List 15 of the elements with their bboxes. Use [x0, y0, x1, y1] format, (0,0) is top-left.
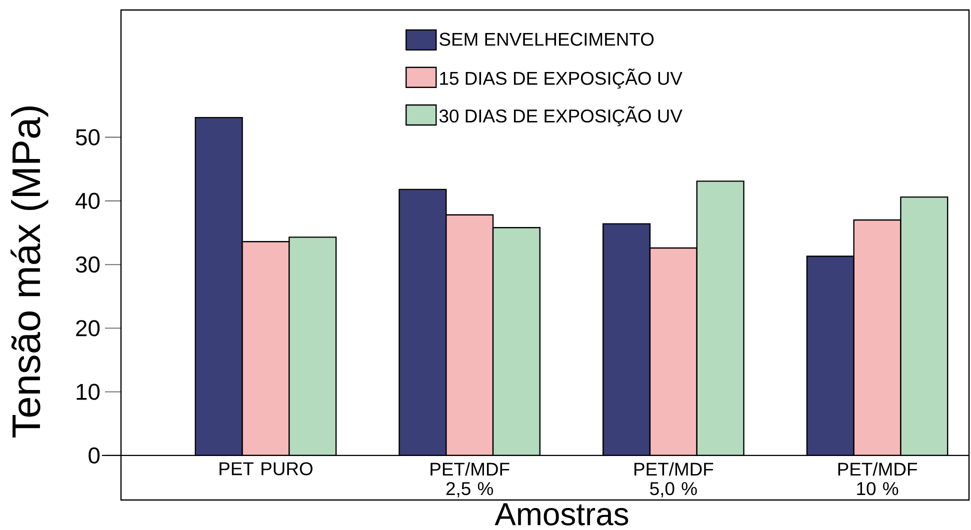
y-tick-label: 40 [76, 192, 100, 210]
y-tick-label: 20 [76, 320, 100, 336]
y-axis-title: Tensão máx (MPa) [10, 106, 48, 438]
x-tick-label: PET/MDF 2,5 % [430, 462, 510, 498]
x-tick-label: PET PURO [220, 462, 312, 476]
y-tick-label: 10 [76, 384, 100, 400]
x-tick-label: PET/MDF 10 % [838, 462, 917, 496]
x-axis-title: Amostras [494, 503, 628, 526]
y-tick-label: 30 [76, 256, 100, 273]
legend-label: 30 DIAS DE EXPOSIÇÃO UV [439, 106, 682, 126]
y-tick-label: 50 [76, 129, 100, 146]
legend-label: 15 DIAS DE EXPOSIÇÃO UV [440, 68, 682, 89]
x-tick-label: PET/MDF 5,0 % [634, 462, 714, 498]
y-tick-label: 0 [88, 447, 100, 464]
legend-label: SEM ENVELHECIMENTO [440, 32, 654, 46]
